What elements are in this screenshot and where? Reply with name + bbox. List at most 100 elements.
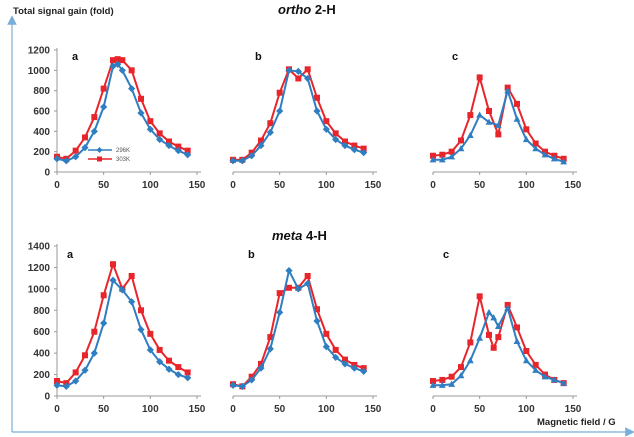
panel-letter: b bbox=[248, 249, 255, 261]
data-point-296K bbox=[109, 62, 117, 70]
data-point-303K bbox=[523, 348, 530, 354]
data-point-303K bbox=[100, 85, 107, 92]
x-tick-label: 100 bbox=[318, 404, 335, 415]
data-point-303K bbox=[184, 147, 191, 154]
data-point-296K bbox=[229, 157, 237, 165]
y-tick-label: 1200 bbox=[28, 46, 51, 57]
data-point-303K bbox=[54, 378, 60, 384]
data-point-303K bbox=[448, 148, 455, 155]
data-point-303K bbox=[276, 290, 283, 297]
data-point-303K bbox=[332, 130, 339, 137]
data-point-296K bbox=[332, 353, 340, 362]
panel-letter: c bbox=[443, 249, 449, 261]
data-point-303K bbox=[448, 373, 455, 380]
data-point-296K bbox=[350, 364, 358, 372]
x-tick-label: 50 bbox=[474, 404, 486, 415]
data-point-303K bbox=[119, 57, 126, 64]
data-point-296K bbox=[541, 373, 549, 380]
data-point-296K bbox=[285, 66, 293, 74]
data-point-296K bbox=[513, 115, 521, 122]
data-point-303K bbox=[495, 334, 502, 341]
x-tick-label: 100 bbox=[142, 404, 159, 415]
panel-meta-c: 0 50 100 150 c bbox=[429, 249, 582, 415]
data-point-296K bbox=[248, 376, 256, 384]
data-point-303K bbox=[430, 152, 436, 159]
y-axis-title: Total signal gain (fold) bbox=[13, 6, 114, 17]
row-title-ortho-rest: 2-H bbox=[311, 2, 336, 17]
data-point-296K bbox=[485, 118, 493, 125]
x-axis-title: Magnetic field / G bbox=[537, 417, 616, 428]
y-tick-label: 400 bbox=[33, 349, 50, 360]
data-point-303K bbox=[476, 293, 483, 300]
panel-letter: c bbox=[452, 51, 458, 63]
data-point-296K bbox=[332, 135, 340, 144]
data-point-296K bbox=[429, 381, 437, 388]
data-point-296K bbox=[494, 121, 502, 128]
x-tick-label: 150 bbox=[565, 404, 582, 415]
data-point-296K bbox=[90, 127, 98, 135]
panel-ortho-c: 0 50 100 150 c bbox=[429, 51, 582, 191]
data-point-296K bbox=[248, 152, 256, 160]
data-point-303K bbox=[314, 306, 320, 313]
data-point-303K bbox=[138, 307, 144, 314]
y-tick-label: 0 bbox=[44, 392, 50, 403]
data-point-303K bbox=[439, 376, 446, 383]
legend-marker-296K bbox=[96, 147, 103, 153]
y-tick-label: 200 bbox=[33, 370, 50, 381]
data-point-303K bbox=[323, 330, 330, 337]
data-point-303K bbox=[514, 100, 520, 107]
series-line-296K bbox=[433, 305, 565, 387]
data-point-296K bbox=[238, 382, 246, 390]
y-tick-label: 800 bbox=[33, 86, 50, 97]
data-point-296K bbox=[276, 107, 284, 115]
row-title-meta: meta 4-H bbox=[272, 228, 327, 243]
data-point-303K bbox=[175, 364, 182, 371]
data-point-296K bbox=[448, 380, 456, 387]
data-point-303K bbox=[486, 331, 492, 338]
data-point-296K bbox=[322, 125, 330, 133]
data-point-303K bbox=[147, 118, 154, 125]
data-point-303K bbox=[351, 142, 358, 149]
data-point-296K bbox=[81, 366, 89, 374]
data-point-296K bbox=[532, 366, 540, 373]
data-point-296K bbox=[485, 308, 493, 316]
data-point-296K bbox=[448, 153, 456, 160]
series-line-303K bbox=[432, 296, 565, 385]
x-tick-label: 0 bbox=[230, 180, 236, 191]
x-tick-label: 100 bbox=[318, 180, 335, 191]
data-point-296K bbox=[81, 144, 89, 152]
data-point-303K bbox=[100, 292, 107, 299]
panel-ortho-a: 0 50 100 150 0 200 400 600 800 1000 1200 a 296K 303K bbox=[28, 46, 206, 192]
data-point-303K bbox=[342, 356, 348, 363]
x-tick-label: 0 bbox=[430, 404, 436, 415]
x-tick-label: 50 bbox=[474, 180, 486, 191]
row-title-meta-italic: meta bbox=[272, 228, 302, 243]
data-point-296K bbox=[137, 325, 145, 334]
data-point-296K bbox=[304, 279, 312, 288]
data-point-296K bbox=[466, 357, 474, 364]
data-point-303K bbox=[166, 357, 172, 364]
data-point-296K bbox=[137, 109, 145, 117]
data-point-296K bbox=[476, 334, 484, 341]
data-point-296K bbox=[146, 346, 154, 354]
data-point-296K bbox=[304, 74, 312, 83]
x-tick-label: 150 bbox=[189, 404, 206, 415]
data-point-303K bbox=[439, 151, 446, 158]
data-point-303K bbox=[490, 344, 497, 351]
data-point-296K bbox=[457, 372, 465, 379]
data-point-303K bbox=[314, 94, 320, 101]
x-tick-label: 150 bbox=[189, 180, 206, 191]
data-point-296K bbox=[494, 322, 502, 329]
data-point-296K bbox=[62, 157, 70, 165]
data-point-296K bbox=[360, 149, 368, 157]
data-point-296K bbox=[490, 314, 498, 321]
panel-letter: b bbox=[255, 51, 262, 63]
data-point-296K bbox=[165, 365, 173, 373]
data-point-303K bbox=[184, 369, 191, 376]
x-tick-label: 100 bbox=[518, 404, 535, 415]
data-point-303K bbox=[495, 131, 502, 138]
data-point-296K bbox=[313, 107, 321, 115]
data-point-303K bbox=[166, 138, 172, 145]
y-tick-label: 1000 bbox=[28, 284, 51, 295]
